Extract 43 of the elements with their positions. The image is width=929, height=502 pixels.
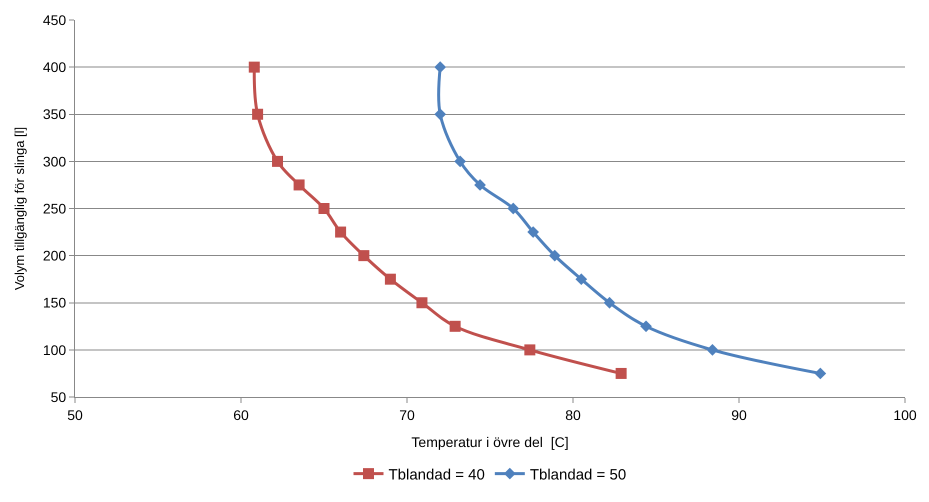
y-axis-title: Volym tillgänglig för slinga [l] — [12, 126, 27, 290]
point — [318, 203, 330, 214]
x-tick-label: 70 — [399, 406, 415, 423]
point — [706, 344, 718, 356]
point — [814, 368, 826, 380]
point — [248, 62, 260, 73]
x-tick-label: 60 — [233, 406, 249, 423]
point — [616, 368, 627, 379]
point — [527, 226, 540, 238]
point — [507, 202, 520, 214]
y-tick-label: 250 — [42, 200, 66, 216]
x-tick-label: 50 — [67, 406, 83, 423]
x-tick-label: 90 — [731, 406, 747, 423]
y-tick-label: 400 — [42, 59, 66, 76]
point — [548, 250, 561, 262]
legend-label: Tblandad = 50 — [530, 466, 626, 484]
point — [358, 250, 370, 262]
point — [524, 344, 536, 356]
y-tick-label: 100 — [42, 342, 66, 358]
x-tick-label: 80 — [565, 406, 581, 423]
point — [252, 108, 264, 120]
x-axis-title: Temperatur i övre del [C] — [411, 434, 569, 450]
point — [450, 320, 461, 332]
point — [384, 274, 396, 285]
x-tick-label: 100 — [893, 406, 917, 423]
point — [416, 297, 428, 308]
legend-label: Tblandad = 40 — [388, 466, 485, 484]
point — [575, 273, 588, 286]
point — [294, 179, 305, 190]
point — [454, 156, 466, 168]
y-tick-label: 450 — [42, 12, 66, 28]
point — [640, 320, 652, 332]
y-tick-label: 150 — [42, 294, 66, 311]
point — [272, 156, 284, 167]
point — [434, 108, 446, 120]
point — [474, 179, 486, 191]
point — [335, 226, 346, 238]
y-tick-label: 350 — [42, 106, 66, 122]
y-tick-label: 50 — [50, 388, 66, 405]
point — [434, 61, 446, 73]
point — [604, 296, 616, 309]
y-tick-label: 200 — [42, 248, 66, 264]
y-tick-label: 300 — [42, 153, 66, 170]
